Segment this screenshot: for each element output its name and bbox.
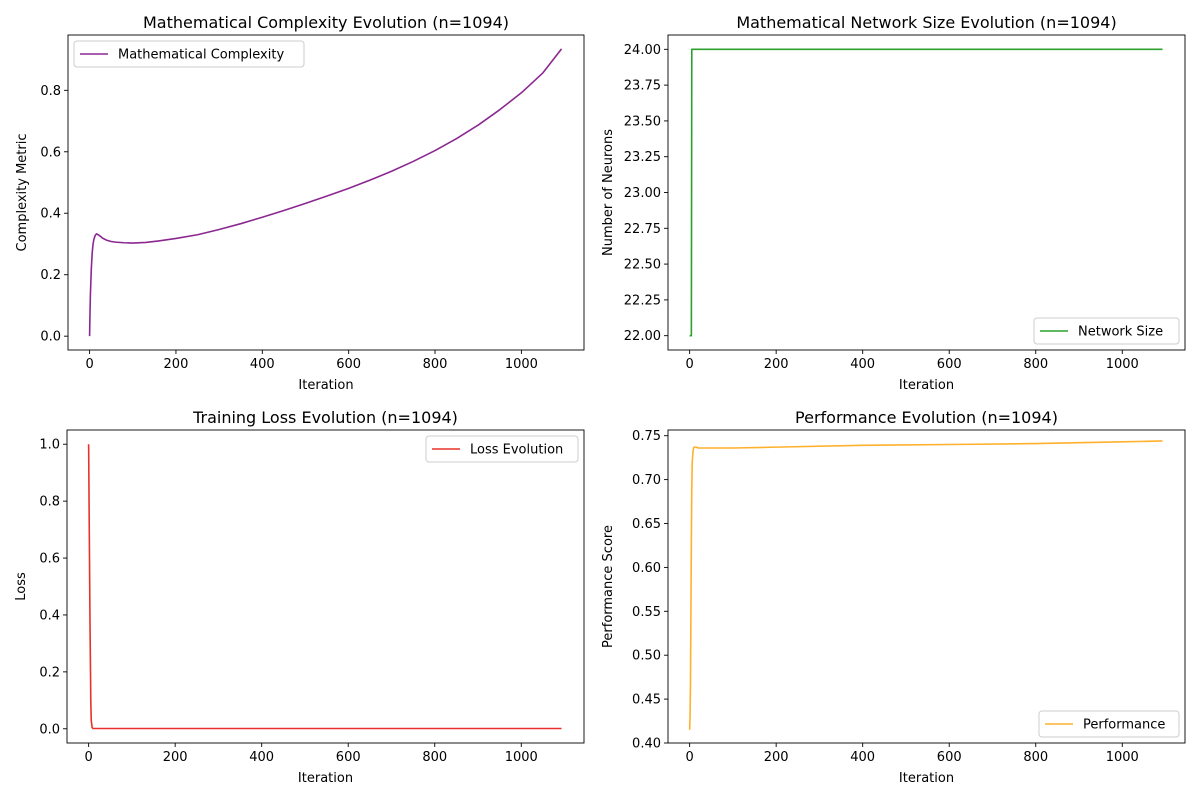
legend-box <box>73 40 305 68</box>
y-tick-label: 24.00 <box>624 43 661 58</box>
y-tick-label: 0.6 <box>40 145 61 160</box>
x-tick-label: 400 <box>850 357 875 372</box>
y-tick-label: 0.40 <box>632 737 661 752</box>
legend: Network Size <box>1033 317 1180 345</box>
y-tick-label: 23.00 <box>624 186 661 201</box>
y-tick-label: 0.2 <box>40 268 61 283</box>
legend: Performance <box>1038 710 1180 738</box>
legend: Mathematical Complexity <box>73 40 305 68</box>
x-tick-label: 800 <box>1023 750 1048 765</box>
x-tick-label: 600 <box>336 750 361 765</box>
x-axis-label: Iteration <box>899 771 954 786</box>
plot-frame <box>667 34 1186 351</box>
legend-label: Mathematical Complexity <box>118 48 284 63</box>
y-tick-label: 0.2 <box>39 665 60 680</box>
x-tick-label: 200 <box>764 750 789 765</box>
y-tick-label: 0.60 <box>632 561 661 576</box>
subplot-2: Mathematical Network Size Evolution (n=1… <box>601 13 1186 393</box>
legend-box <box>1038 710 1180 738</box>
y-tick-label: 1.0 <box>39 438 60 453</box>
x-tick-label: 400 <box>249 750 274 765</box>
x-axis-label: Iteration <box>298 378 353 393</box>
x-axis-label: Iteration <box>298 771 353 786</box>
x-tick-label: 0 <box>685 357 693 372</box>
chart-title: Training Loss Evolution (n=1094) <box>192 408 458 427</box>
subplot-1: Mathematical Complexity Evolution (n=109… <box>15 13 585 393</box>
y-tick-label: 22.50 <box>624 258 661 273</box>
x-tick-label: 1000 <box>1106 357 1139 372</box>
y-axis-label: Loss <box>14 572 29 601</box>
y-axis-label: Performance Score <box>601 525 616 648</box>
x-tick-label: 600 <box>937 750 962 765</box>
subplot-3: Training Loss Evolution (n=1094) 0 200 400 6… <box>14 408 585 786</box>
y-axis-label: Number of Neurons <box>601 129 616 256</box>
legend-box <box>1033 317 1180 345</box>
y-tick-label: 0.65 <box>632 517 661 532</box>
legend-label: Network Size <box>1078 325 1163 340</box>
y-tick-label: 0.75 <box>632 429 661 444</box>
y-tick-label: 22.00 <box>624 329 661 344</box>
y-tick-label: 22.75 <box>624 222 661 237</box>
x-tick-label: 800 <box>1023 357 1048 372</box>
y-tick-label: 0.55 <box>632 605 661 620</box>
x-tick-label: 400 <box>250 357 275 372</box>
x-tick-label: 1000 <box>505 357 538 372</box>
y-tick-label: 0.70 <box>632 473 661 488</box>
chart-title: Mathematical Complexity Evolution (n=109… <box>143 13 509 32</box>
x-tick-label: 800 <box>423 357 448 372</box>
plot-frame <box>66 429 585 744</box>
y-tick-label: 0.8 <box>39 495 60 510</box>
x-tick-label: 0 <box>84 750 92 765</box>
series-line-1 <box>88 48 563 337</box>
x-tick-label: 400 <box>850 750 875 765</box>
y-tick-label: 0.6 <box>39 552 60 567</box>
legend: Loss Evolution <box>425 435 579 463</box>
y-tick-label: 23.25 <box>624 150 661 165</box>
x-tick-label: 200 <box>164 357 189 372</box>
x-tick-label: 0 <box>685 750 693 765</box>
x-tick-label: 200 <box>764 357 789 372</box>
chart-title: Performance Evolution (n=1094) <box>795 408 1058 427</box>
x-tick-label: 800 <box>422 750 447 765</box>
x-axis-label: Iteration <box>899 378 954 393</box>
series-line-1 <box>87 444 562 730</box>
y-tick-label: 0.4 <box>39 608 60 623</box>
y-tick-label: 0.45 <box>632 693 661 708</box>
x-tick-label: 200 <box>163 750 188 765</box>
x-tick-label: 0 <box>85 357 93 372</box>
y-tick-label: 0.4 <box>40 207 61 222</box>
y-tick-label: 22.25 <box>624 293 661 308</box>
y-axis-label: Complexity Metric <box>15 134 30 252</box>
x-tick-label: 1000 <box>1106 750 1139 765</box>
x-tick-label: 600 <box>937 357 962 372</box>
plot-frame <box>67 34 585 351</box>
plot-frame <box>667 429 1186 744</box>
y-tick-label: 0.0 <box>39 722 60 737</box>
series-line-1 <box>688 440 1163 730</box>
series-line-1 <box>689 48 1163 337</box>
y-tick-label: 23.50 <box>624 114 661 129</box>
legend-box <box>425 435 579 463</box>
y-tick-label: 0.50 <box>632 649 661 664</box>
x-tick-label: 600 <box>336 357 361 372</box>
subplot-4: Performance Evolution (n=1094) 0 200 400 600… <box>601 408 1186 786</box>
chart-title: Mathematical Network Size Evolution (n=1… <box>736 13 1116 32</box>
y-tick-label: 0.0 <box>40 330 61 345</box>
legend-label: Loss Evolution <box>470 443 563 458</box>
y-tick-label: 23.75 <box>624 79 661 94</box>
legend-label: Performance <box>1083 718 1165 733</box>
x-tick-label: 1000 <box>505 750 538 765</box>
y-tick-label: 0.8 <box>40 84 61 99</box>
